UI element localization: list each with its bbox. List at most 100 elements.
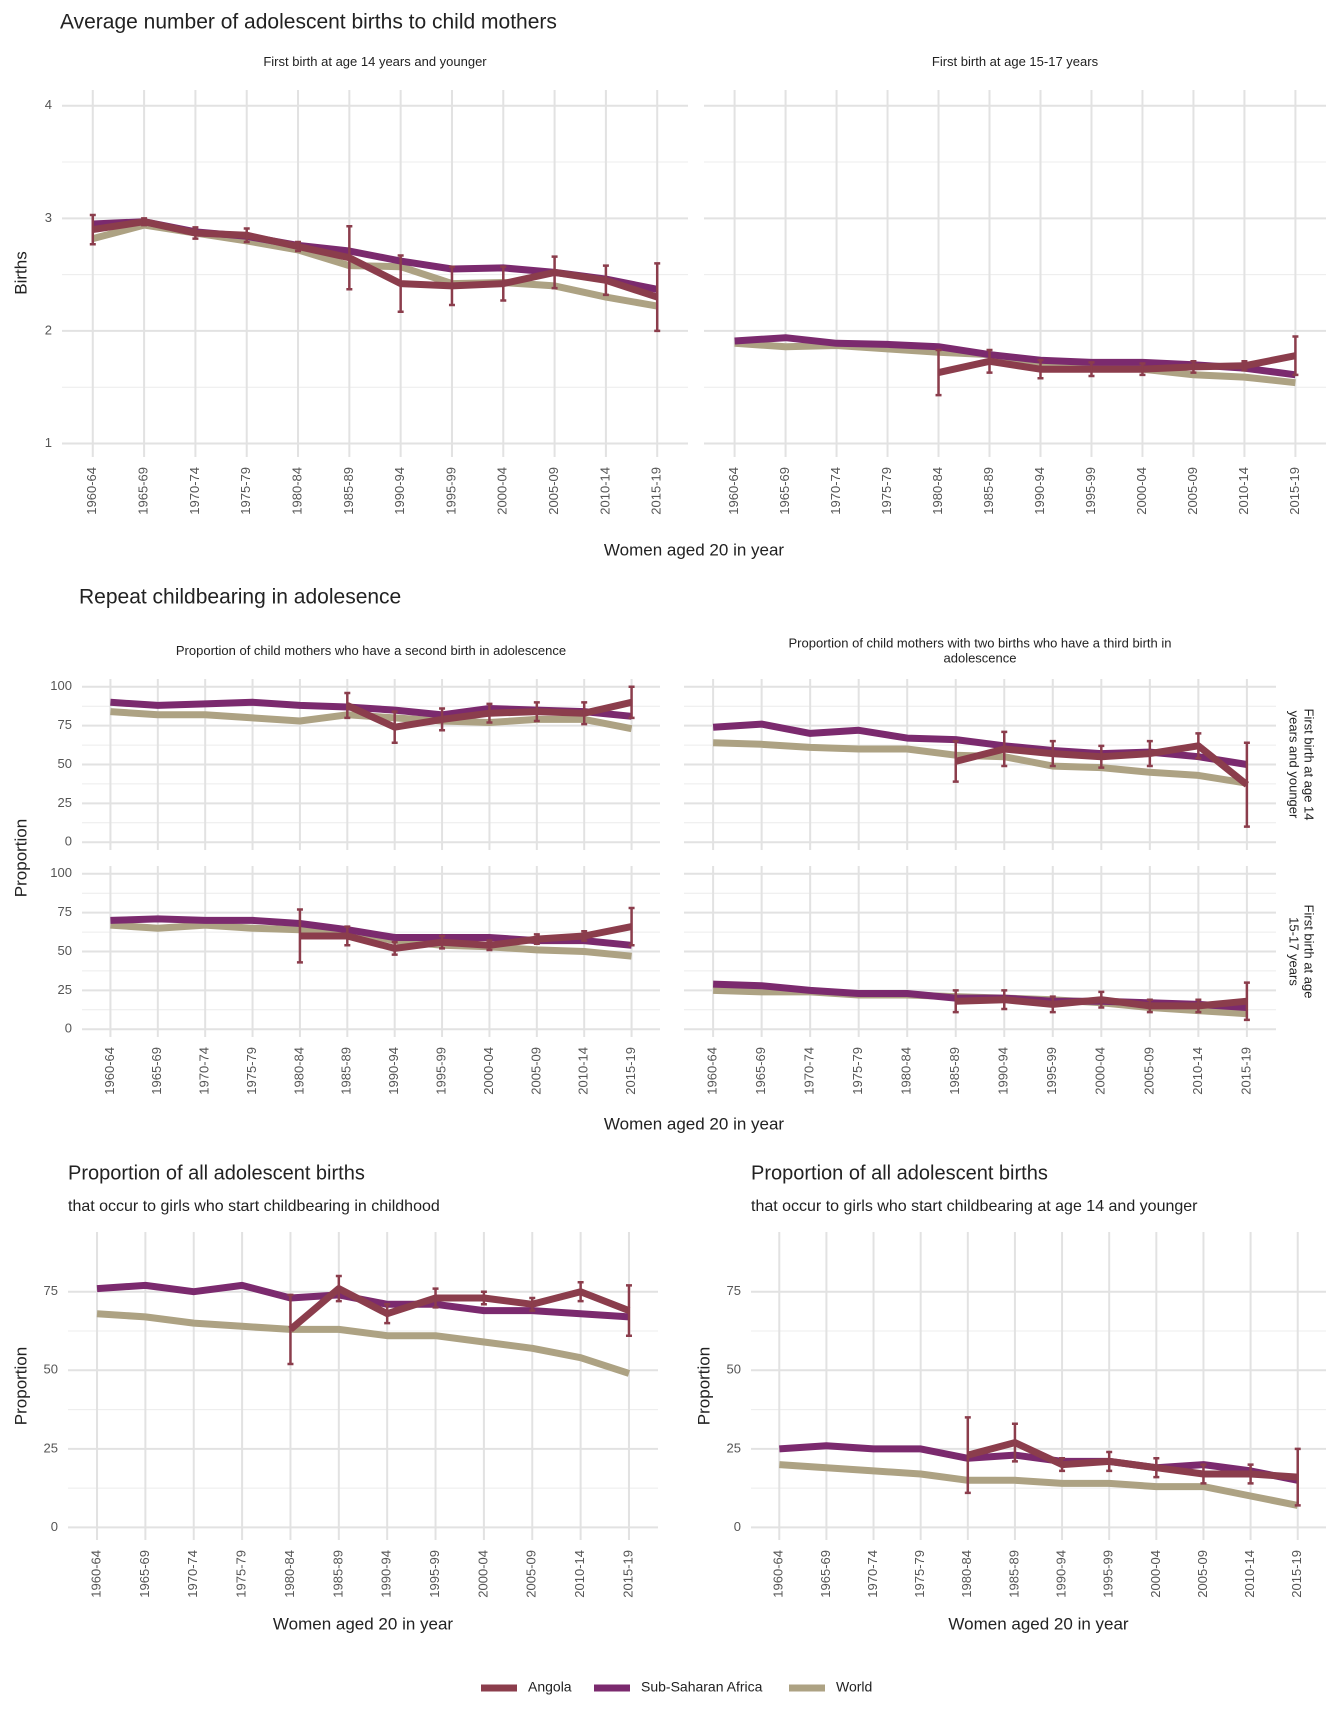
x-tick-label: 1975-79 <box>850 1047 865 1095</box>
error-bar <box>935 348 942 397</box>
x-tick-label: 1970-74 <box>865 1550 880 1598</box>
error-bar <box>625 1284 632 1337</box>
y-tick-label: 25 <box>44 1440 58 1455</box>
section-title: Average number of adolescent births to c… <box>60 11 557 34</box>
y-tick-label: 75 <box>58 904 72 919</box>
y-tick-label: 75 <box>727 1283 741 1298</box>
x-tick-label: 1985-89 <box>341 467 356 515</box>
x-tick-label: 1990-94 <box>1054 1550 1069 1598</box>
error-bar <box>986 348 993 374</box>
error-bar <box>344 925 351 947</box>
error-bar <box>1098 990 1105 1009</box>
y-tick-label: 25 <box>58 795 72 810</box>
error-bar <box>533 933 540 945</box>
x-tick-label: 1980-84 <box>282 1550 297 1598</box>
x-tick-label: 2005-09 <box>1195 1550 1210 1598</box>
y-tick-label: 2 <box>45 322 52 337</box>
x-tick-label: 2010-14 <box>572 1550 587 1598</box>
legend-label: World <box>836 1679 872 1695</box>
error-bar <box>1049 995 1056 1014</box>
y-tick-label: 0 <box>65 834 72 849</box>
y-axis-label: Proportion <box>11 819 30 897</box>
error-bar <box>581 930 588 942</box>
x-tick-label: 1965-69 <box>777 467 792 515</box>
x-tick-label: 1960-64 <box>771 1550 786 1598</box>
x-tick-label: 2005-09 <box>1141 1047 1156 1095</box>
y-tick-label: 50 <box>58 756 72 771</box>
x-tick-label: 1980-84 <box>959 1550 974 1598</box>
error-bar <box>1294 1447 1301 1507</box>
y-axis-label: Proportion <box>11 1347 30 1425</box>
error-bar <box>486 939 493 952</box>
y-tick-label: 25 <box>727 1440 741 1455</box>
x-axis-label: Women aged 20 in year <box>604 540 785 559</box>
x-tick-label: 1975-79 <box>879 467 894 515</box>
x-tick-label: 1970-74 <box>187 467 202 515</box>
error-bar <box>295 240 302 253</box>
section-title: Repeat childbearing in adolesence <box>79 586 401 609</box>
y-axis-label: Proportion <box>694 1347 713 1425</box>
x-tick-label: 2015-19 <box>649 467 664 515</box>
x-tick-label: 1980-84 <box>289 467 304 515</box>
x-axis-label: Women aged 20 in year <box>273 1614 454 1633</box>
x-tick-label: 1975-79 <box>244 1047 259 1095</box>
x-tick-label: 1995-99 <box>1083 467 1098 515</box>
error-bar <box>1001 730 1008 768</box>
x-tick-label: 1985-89 <box>1006 1550 1021 1598</box>
x-tick-label: 1980-84 <box>291 1047 306 1095</box>
error-bar <box>1200 1463 1207 1485</box>
x-tick-label: 2015-19 <box>1238 1047 1253 1095</box>
strip-label: Proportion of child mothers with two bir… <box>789 636 1172 666</box>
error-bar <box>1049 739 1056 768</box>
x-tick-label: 2000-04 <box>1093 1047 1108 1095</box>
series-line <box>966 1439 1298 1481</box>
error-bar <box>1059 1457 1066 1473</box>
y-tick-label: 50 <box>58 943 72 958</box>
x-tick-label: 1960-64 <box>84 467 99 515</box>
y-tick-label: 4 <box>45 97 52 112</box>
x-tick-label: 1970-74 <box>828 467 843 515</box>
series-line <box>288 1285 631 1333</box>
x-tick-label: 2005-09 <box>528 1047 543 1095</box>
error-bar <box>432 1287 439 1309</box>
x-tick-label: 1995-99 <box>1101 1550 1116 1598</box>
x-tick-label: 1980-84 <box>899 1047 914 1095</box>
x-tick-label: 1980-84 <box>930 467 945 515</box>
x-tick-label: 2005-09 <box>524 1550 539 1598</box>
x-tick-label: 1990-94 <box>996 1047 1011 1095</box>
x-tick-label: 1985-89 <box>330 1550 345 1598</box>
series-line <box>937 352 1297 377</box>
y-tick-label: 75 <box>44 1283 58 1298</box>
error-bar <box>480 1290 487 1306</box>
error-bar <box>287 1293 294 1366</box>
x-tick-label: 1990-94 <box>392 467 407 515</box>
y-tick-label: 1 <box>45 435 52 450</box>
error-bar <box>1146 739 1153 768</box>
x-tick-label: 2015-19 <box>620 1550 635 1598</box>
x-tick-label: 2010-14 <box>597 467 612 515</box>
x-tick-label: 1960-64 <box>102 1047 117 1095</box>
x-tick-label: 1990-94 <box>379 1550 394 1598</box>
error-bar <box>1243 981 1250 1022</box>
x-tick-label: 1985-89 <box>981 467 996 515</box>
error-bar <box>1243 741 1250 828</box>
x-tick-label: 1995-99 <box>427 1550 442 1598</box>
strip-label: Proportion of child mothers who have a s… <box>176 643 566 658</box>
error-bar <box>551 255 558 290</box>
error-bar <box>952 989 959 1014</box>
error-bar <box>448 265 455 307</box>
error-bar <box>1146 998 1153 1014</box>
x-tick-label: 1970-74 <box>197 1047 212 1095</box>
x-tick-label: 1965-69 <box>137 1550 152 1598</box>
error-bar <box>439 707 446 732</box>
x-tick-label: 2005-09 <box>546 467 561 515</box>
x-tick-label: 2010-14 <box>576 1047 591 1095</box>
x-tick-label: 1960-64 <box>705 1047 720 1095</box>
error-bar <box>964 1416 971 1495</box>
legend-label: Angola <box>528 1679 572 1695</box>
y-tick-label: 100 <box>50 678 72 693</box>
strip-label: First birth at age 14 years and younger <box>263 54 487 69</box>
x-tick-label: 2015-19 <box>1287 467 1302 515</box>
error-bar <box>243 227 250 244</box>
chart-subtitle: that occur to girls who start childbeari… <box>68 1198 440 1215</box>
